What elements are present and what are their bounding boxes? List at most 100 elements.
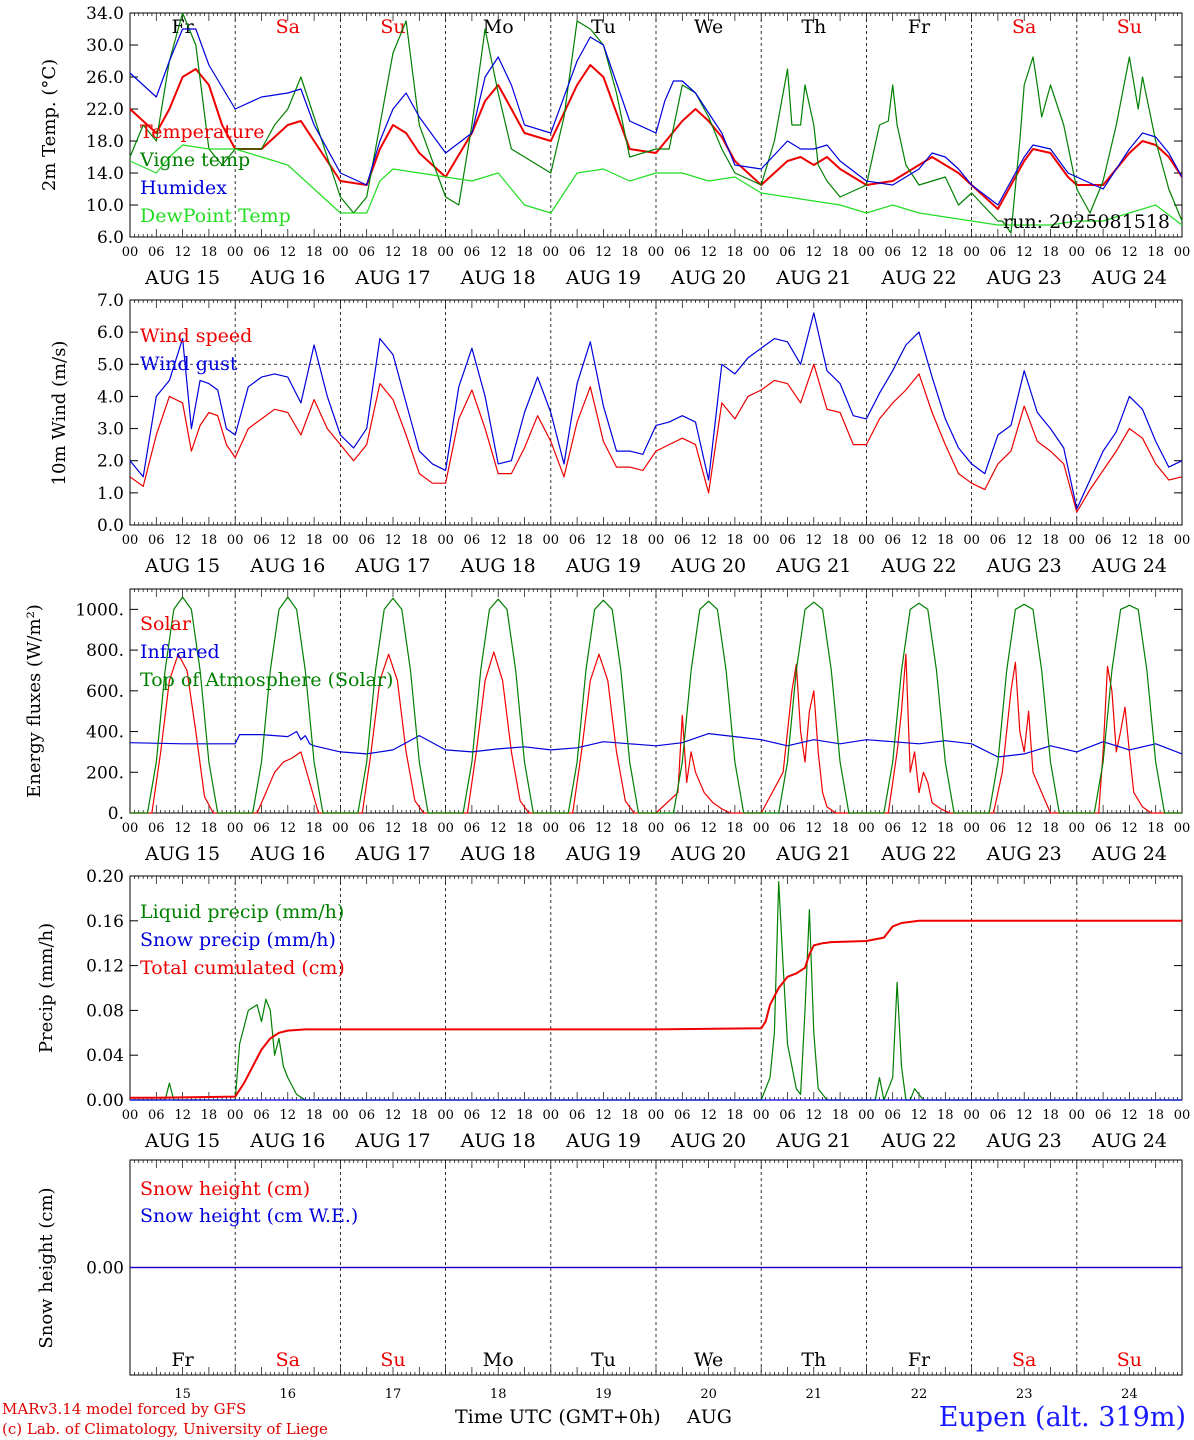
hour-tick-label: 18	[937, 821, 954, 836]
hour-tick-label: 18	[1147, 1108, 1164, 1123]
hour-tick-label: 00	[1069, 1108, 1086, 1123]
date-label: AUG 19	[565, 555, 641, 577]
day-number-label: 21	[806, 1387, 823, 1400]
date-label: AUG 18	[460, 267, 536, 289]
x-axis-title: Time UTC (GMT+0h)	[455, 1406, 661, 1428]
weekday-label: Su	[1117, 16, 1142, 38]
y-tick-label: 600.	[86, 682, 124, 702]
hour-tick-label: 12	[280, 821, 297, 836]
hour-tick-label: 12	[174, 245, 191, 260]
hour-tick-label: 12	[174, 1108, 191, 1123]
day-number-label: 15	[174, 1387, 191, 1400]
hour-tick-label: 00	[963, 821, 980, 836]
hour-tick-label: 06	[1095, 245, 1112, 260]
date-label: AUG 15	[144, 1130, 220, 1152]
date-label: AUG 24	[1091, 843, 1167, 865]
hour-tick-label: 18	[516, 821, 533, 836]
date-label: AUG 17	[354, 843, 430, 865]
hour-tick-label: 06	[779, 821, 796, 836]
hour-tick-label: 00	[753, 245, 770, 260]
day-number-label: 16	[280, 1387, 297, 1400]
hour-tick-label: 00	[227, 821, 244, 836]
hour-tick-label: 00	[332, 821, 349, 836]
y-tick-label: 7.0	[97, 291, 124, 311]
date-label: AUG 20	[670, 843, 746, 865]
hour-tick-label: 06	[779, 533, 796, 548]
hour-tick-label: 00	[543, 1108, 560, 1123]
hour-tick-label: 12	[911, 821, 928, 836]
hour-tick-label: 06	[1095, 821, 1112, 836]
hour-tick-label: 00	[1069, 245, 1086, 260]
hour-tick-label: 18	[727, 821, 744, 836]
hour-tick-label: 00	[227, 245, 244, 260]
hour-tick-label: 12	[174, 821, 191, 836]
legend-entry: Snow height (cm W.E.)	[140, 1205, 358, 1227]
hour-tick-label: 00	[1174, 1108, 1191, 1123]
weekday-label: We	[694, 16, 723, 38]
day-number-label: 22	[911, 1387, 928, 1400]
hour-tick-label: 00	[963, 245, 980, 260]
y-tick-label: 1000.	[75, 600, 124, 620]
day-number-label: 19	[595, 1387, 612, 1400]
panel-temperature: 6.0 10.0 14.0 18.0 22.0 26.0 30.0 34.0 2m Temp. …	[39, 4, 1190, 289]
plot-frame	[129, 588, 1183, 814]
weekday-label: Mo	[483, 16, 514, 38]
hour-tick-label: 06	[253, 821, 270, 836]
hour-tick-label: 18	[306, 533, 323, 548]
y-tick-label: 5.0	[97, 355, 124, 375]
y-tick-label: 0.20	[86, 867, 124, 887]
y-tick-label: 6.0	[97, 228, 124, 248]
series-vigne-temp	[129, 12, 1183, 234]
date-label: AUG 17	[354, 555, 430, 577]
hour-tick-label: 06	[779, 1108, 796, 1123]
hour-tick-label: 12	[911, 245, 928, 260]
date-label: AUG 20	[670, 555, 746, 577]
weekday-label: Fr	[908, 1349, 931, 1371]
day-number-label: 17	[385, 1387, 402, 1400]
hour-tick-label: 12	[911, 533, 928, 548]
hour-tick-label: 12	[700, 1108, 717, 1123]
y-tick-label: 200.	[86, 763, 124, 783]
hour-tick-label: 12	[490, 821, 507, 836]
hour-tick-label: 00	[227, 1108, 244, 1123]
date-label: AUG 23	[986, 267, 1062, 289]
weekday-label: Tu	[591, 16, 616, 38]
y-tick-label: 0.00	[86, 1091, 124, 1111]
day-number-label: 24	[1121, 1387, 1138, 1400]
hour-tick-label: 18	[621, 821, 638, 836]
hour-tick-label: 18	[1147, 821, 1164, 836]
hour-tick-label: 06	[148, 1108, 165, 1123]
y-tick-label: 34.0	[86, 4, 124, 24]
hour-tick-label: 18	[727, 1108, 744, 1123]
hour-tick-label: 18	[832, 533, 849, 548]
hour-tick-label: 00	[543, 821, 560, 836]
hour-tick-label: 00	[332, 245, 349, 260]
weekday-label: Sa	[1012, 1349, 1036, 1371]
panel-precip: 0.00 0.04 0.08 0.12 0.16 0.20 Precip (mm/h) 00 0…	[36, 867, 1190, 1152]
y-tick-label: 0.00	[86, 1259, 124, 1279]
meteogram-figure: 6.0 10.0 14.0 18.0 22.0 26.0 30.0 34.0 2m Temp. …	[24, 4, 1190, 1400]
date-label: AUG 19	[565, 267, 641, 289]
hour-tick-label: 18	[306, 245, 323, 260]
legend-entry: Snow height (cm)	[140, 1178, 310, 1200]
day-number-label: 18	[490, 1387, 507, 1400]
hour-tick-label: 00	[122, 1108, 139, 1123]
legend-entry: Liquid precip (mm/h)	[140, 901, 344, 923]
hour-tick-label: 12	[174, 533, 191, 548]
hour-tick-label: 06	[674, 245, 691, 260]
series-wind-gust	[129, 312, 1183, 510]
date-label: AUG 18	[460, 555, 536, 577]
date-label: AUG 21	[775, 1130, 851, 1152]
hour-tick-label: 18	[1042, 245, 1059, 260]
weekday-label: Fr	[908, 16, 931, 38]
hour-tick-label: 00	[437, 821, 454, 836]
hour-tick-label: 18	[411, 1108, 428, 1123]
hour-tick-label: 06	[990, 821, 1007, 836]
legend-entry: Wind speed	[140, 325, 252, 347]
y-tick-label: 22.0	[86, 100, 124, 120]
panel-snow: 0.00 Snow height (cm) Fr 15 Sa 16 Su 17 Mo 18 Tu 19…	[36, 1159, 1183, 1400]
hour-tick-label: 12	[490, 533, 507, 548]
series-total-cumulated-cm	[130, 919, 1182, 1099]
hour-tick-label: 18	[201, 1108, 218, 1123]
hour-tick-label: 06	[1095, 533, 1112, 548]
